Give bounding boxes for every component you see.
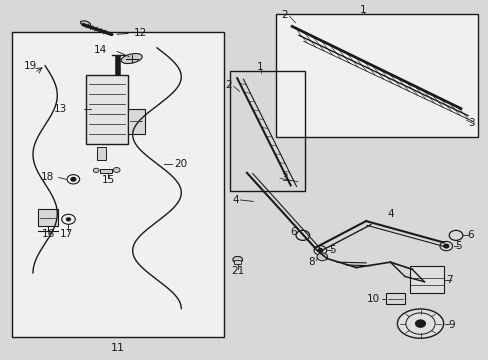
Text: 11: 11 <box>111 343 125 353</box>
Text: 5: 5 <box>455 241 461 251</box>
Bar <box>229 71 305 191</box>
Bar <box>100 168 112 173</box>
Bar <box>38 209 58 226</box>
Text: 7: 7 <box>446 275 452 285</box>
Bar <box>385 293 404 304</box>
Bar <box>127 109 144 134</box>
Ellipse shape <box>81 21 90 26</box>
Text: 10: 10 <box>366 294 379 303</box>
Text: 12: 12 <box>117 28 146 38</box>
Text: 4: 4 <box>386 209 393 219</box>
Circle shape <box>443 244 448 248</box>
Bar <box>12 32 223 337</box>
Text: 3: 3 <box>281 173 287 183</box>
Circle shape <box>66 218 70 221</box>
Ellipse shape <box>232 256 242 263</box>
Text: 15: 15 <box>102 175 115 185</box>
Circle shape <box>415 320 425 327</box>
Bar <box>97 147 106 159</box>
Text: 19: 19 <box>24 61 37 71</box>
Bar <box>276 14 477 137</box>
Text: 17: 17 <box>60 229 73 239</box>
Ellipse shape <box>121 54 142 64</box>
Text: 6: 6 <box>289 227 296 237</box>
Bar <box>409 266 443 293</box>
Circle shape <box>317 249 322 252</box>
Circle shape <box>71 177 76 181</box>
Text: 4: 4 <box>232 195 238 204</box>
Text: 16: 16 <box>41 229 55 239</box>
Text: 2: 2 <box>225 80 232 90</box>
Ellipse shape <box>397 309 443 338</box>
Text: 1: 1 <box>360 5 366 15</box>
Circle shape <box>113 167 120 172</box>
Bar <box>86 75 127 144</box>
Text: 9: 9 <box>448 320 454 330</box>
Text: 8: 8 <box>308 257 314 267</box>
Text: 5: 5 <box>328 245 335 255</box>
Text: 6: 6 <box>466 230 473 240</box>
Text: 13: 13 <box>54 104 67 113</box>
Bar <box>234 260 241 264</box>
Text: 21: 21 <box>231 266 244 276</box>
Text: 20: 20 <box>174 159 187 169</box>
Text: 2: 2 <box>281 10 287 20</box>
Circle shape <box>316 253 327 261</box>
Circle shape <box>93 168 99 172</box>
Text: 14: 14 <box>93 45 106 55</box>
Text: 3: 3 <box>467 118 474 128</box>
Text: 1: 1 <box>257 63 264 72</box>
Text: 18: 18 <box>41 172 54 183</box>
